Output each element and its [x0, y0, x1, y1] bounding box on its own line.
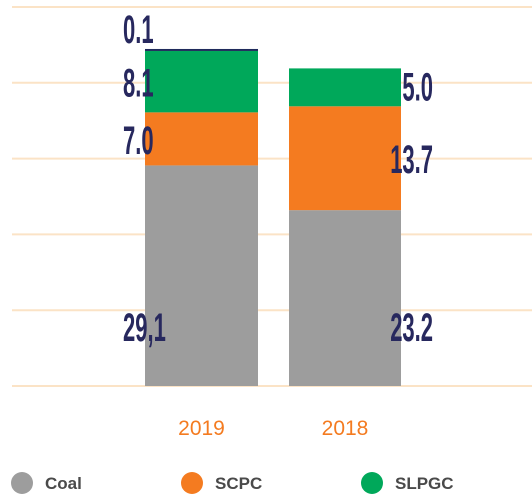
bar-segment: [289, 106, 401, 211]
bar-segment: [145, 165, 258, 386]
legend-label: SLPGC: [395, 474, 454, 493]
value-label: 29,1: [123, 305, 166, 350]
bar-segment: [145, 112, 258, 166]
legend-swatch: [11, 472, 33, 494]
x-tick-label: 2019: [178, 417, 225, 440]
bar-segment: [289, 210, 401, 386]
bar-segment: [145, 48, 258, 51]
legend-label: SCPC: [215, 474, 262, 493]
value-label: 5.0: [402, 64, 433, 109]
value-label: 13.7: [390, 137, 433, 182]
x-tick-label: 2018: [322, 417, 369, 440]
value-label: 8.1: [123, 61, 154, 106]
value-label: 23.2: [390, 305, 433, 350]
bar-segment: [289, 68, 401, 107]
bar-segment: [145, 50, 258, 113]
legend-swatch: [181, 472, 203, 494]
legend-swatch: [361, 472, 383, 494]
legend-label: Coal: [45, 474, 82, 493]
value-label: 7.0: [123, 118, 154, 163]
value-label: 0.1: [123, 7, 154, 52]
